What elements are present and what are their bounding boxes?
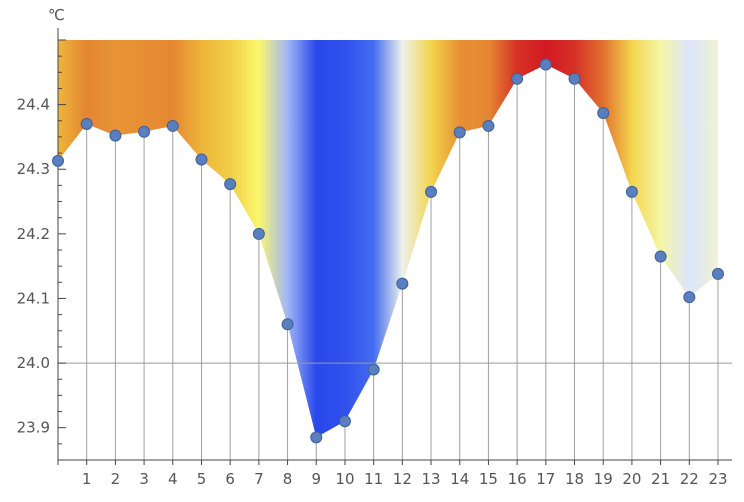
data-point [310,431,323,444]
x-tick-label: 5 [197,470,207,488]
x-tick-label: 23 [708,470,727,488]
x-tick-label: 20 [622,470,641,488]
data-point [597,107,610,120]
x-tick-label: 15 [479,470,498,488]
data-point [195,153,208,166]
x-tick-label: 17 [536,470,555,488]
data-point [683,291,696,304]
x-ticks-layer: 1 2 3 4 5 6 7 8 9 10 11 12 13 14 15 16 17 18 19 20 21 22 23 [57,460,728,488]
area-fill-layer [58,40,718,438]
y-tick-label: 24.0 [17,354,50,372]
temperature-area-fill [58,40,718,438]
x-tick-label: 1 [82,470,92,488]
data-point [281,318,294,331]
data-point [252,227,265,240]
x-tick-label: 6 [225,470,235,488]
data-point [80,118,93,130]
x-tick-label: 2 [111,470,121,488]
data-point [224,178,237,191]
data-point [482,119,495,132]
drop-lines-layer [57,64,719,460]
data-point [138,125,151,138]
x-tick-label: 14 [450,470,469,488]
x-tick-label: 3 [139,470,149,488]
axes-layer [57,28,732,461]
y-tick-label: 23.9 [17,419,50,437]
data-point [166,119,179,132]
data-points-layer [52,58,724,444]
data-point [109,129,122,142]
x-tick-label: 16 [508,470,527,488]
x-tick-label: 8 [283,470,293,488]
x-tick-label: 7 [254,470,264,488]
x-tick-label: 4 [168,470,178,488]
data-point [654,250,667,263]
x-tick-label: 10 [335,470,354,488]
data-point [367,363,380,376]
x-tick-label: 21 [651,470,670,488]
data-point [338,415,351,428]
y-tick-label: 24.3 [17,160,50,178]
data-point [539,58,552,71]
y-tick-label: 24.2 [17,225,50,243]
x-tick-label: 19 [594,470,613,488]
data-point [568,72,581,85]
data-point [625,185,638,198]
x-tick-label: 9 [311,470,321,488]
data-point [712,267,724,280]
x-tick-label: 13 [421,470,440,488]
x-tick-label: 18 [565,470,584,488]
y-tick-label: 24.1 [17,289,50,307]
x-tick-label: 11 [364,470,383,488]
data-point [511,72,524,85]
y-tick-label: 24.4 [17,96,50,114]
x-tick-label: 12 [393,470,412,488]
data-point [52,154,64,167]
data-point [453,126,466,139]
data-point [396,277,409,290]
x-tick-label: 22 [680,470,699,488]
y-axis-unit-label: ℃ [48,6,65,24]
y-ticks-layer: 23.9 24.0 24.1 24.2 24.3 24.4 [17,39,66,461]
data-point [425,185,438,198]
